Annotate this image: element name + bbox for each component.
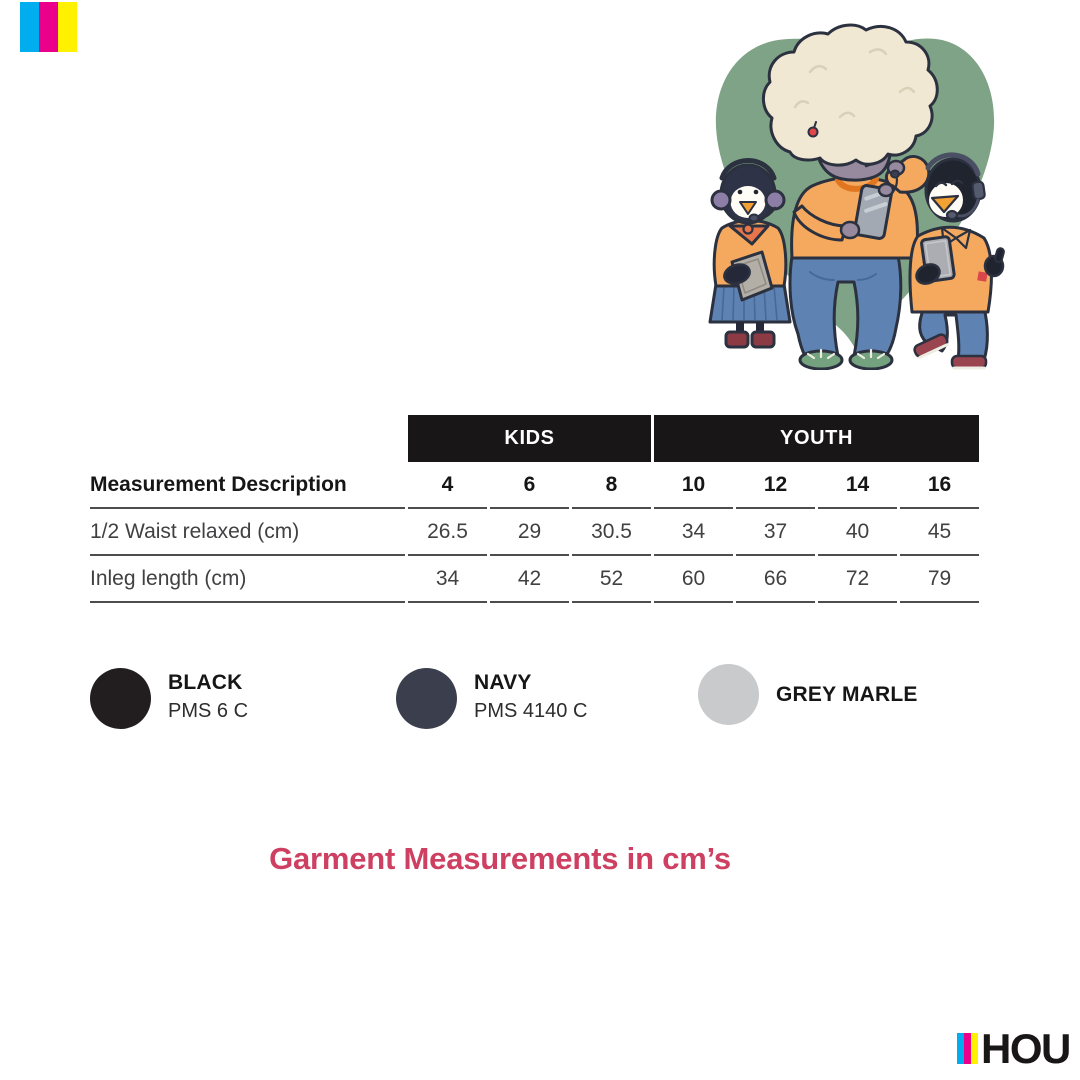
size-header: 4 — [408, 462, 487, 509]
size-header: 14 — [818, 462, 897, 509]
table-cell: 40 — [818, 509, 897, 556]
column-header-measurement-description: Measurement Description — [90, 462, 405, 509]
row-label-waist: 1/2 Waist relaxed (cm) — [90, 509, 405, 556]
cyan-bar — [20, 2, 39, 52]
table-cell: 26.5 — [408, 509, 487, 556]
colorway-name: GREY MARLE — [776, 682, 918, 706]
hou-logo: HOU — [957, 1025, 1071, 1072]
table-cell: 52 — [572, 556, 651, 603]
colorway-navy: NAVY PMS 4140 C — [396, 668, 587, 729]
logo-text: HOU — [981, 1025, 1071, 1072]
headset-earcup — [971, 180, 986, 201]
size-header: 8 — [572, 462, 651, 509]
colorway-name: NAVY — [474, 671, 532, 694]
colorway-pms: PMS 4140 C — [474, 700, 588, 722]
size-header: 10 — [654, 462, 733, 509]
table-cell: 60 — [654, 556, 733, 603]
row-label-inleg: Inleg length (cm) — [90, 556, 405, 603]
table-cell: 34 — [408, 556, 487, 603]
penguin-right-character — [908, 152, 1005, 370]
table-cell: 66 — [736, 556, 815, 603]
colorway-name: BLACK — [168, 671, 243, 694]
table-cell: 42 — [490, 556, 569, 603]
table-cell: 34 — [654, 509, 733, 556]
penguin-left-character — [708, 158, 792, 349]
size-header: 12 — [736, 462, 815, 509]
mic — [748, 213, 760, 223]
grey-swatch-circle — [698, 664, 759, 725]
yellow-bar — [58, 2, 77, 52]
table-cell: 37 — [736, 509, 815, 556]
size-header: 6 — [490, 462, 569, 509]
colorway-pms: PMS 6 C — [168, 700, 249, 722]
headphones-band — [719, 158, 777, 181]
table-cell: 72 — [818, 556, 897, 603]
page-title: Garment Measurements in cm’s — [269, 841, 731, 876]
navy-swatch-circle — [396, 668, 457, 729]
group-header-kids: KIDS — [408, 415, 651, 462]
logo-magenta-bar — [964, 1033, 971, 1064]
magenta-bar — [39, 2, 58, 52]
table-cell: 29 — [490, 509, 569, 556]
print-registration-bars — [20, 2, 77, 52]
table-cell: 79 — [900, 556, 979, 603]
headphone-cup — [764, 189, 786, 211]
table-cell: 30.5 — [572, 509, 651, 556]
size-header: 16 — [900, 462, 979, 509]
headset-mic — [945, 209, 959, 221]
headphone-cup — [710, 189, 732, 211]
headset-band — [925, 152, 981, 177]
black-swatch-circle — [90, 668, 151, 729]
earring — [807, 126, 819, 138]
logo-yellow-bar — [971, 1033, 978, 1064]
colorway-black: BLACK PMS 6 C — [90, 668, 248, 729]
group-header-youth: YOUTH — [654, 415, 979, 462]
table-cell: 45 — [900, 509, 979, 556]
logo-cyan-bar — [957, 1033, 964, 1064]
support-team-illustration — [708, 23, 1005, 370]
grandma-hippo-character — [762, 23, 939, 370]
colorway-grey-marle: GREY MARLE — [698, 664, 918, 725]
